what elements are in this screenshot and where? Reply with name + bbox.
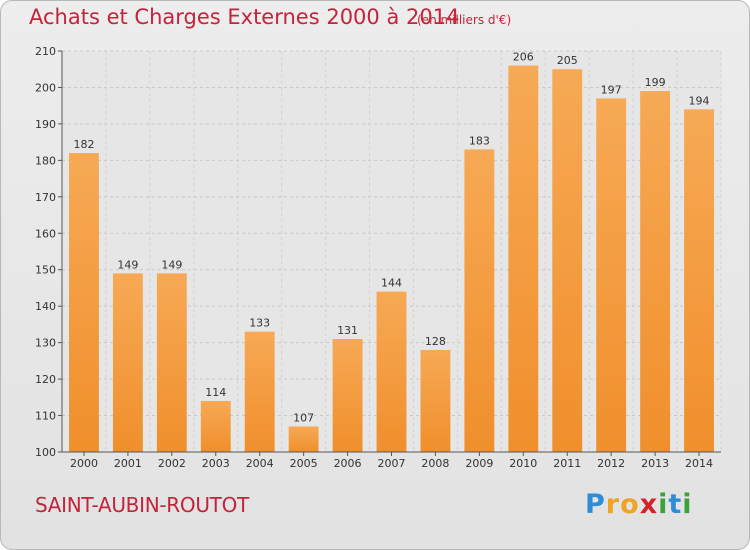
data-label: 149 [117,258,138,271]
data-label: 133 [249,317,270,330]
chart-title: Achats et Charges Externes 2000 à 2014 [29,5,460,29]
logo-letter: x [639,489,659,520]
bar [596,98,627,453]
x-tick-label: 2007 [378,457,406,470]
logo-letter: r [605,489,621,520]
y-tick-label: 140 [35,300,56,313]
y-tick-label: 210 [35,45,56,58]
data-label: 182 [73,138,94,151]
x-tick-label: 2001 [114,457,142,470]
data-label: 205 [557,54,578,67]
chart-subtitle: (en milliers d'€) [417,13,512,27]
bar [200,400,231,452]
data-label: 199 [645,76,666,89]
logo-letter: i [658,489,669,520]
bar [332,338,363,452]
logo-letter: t [668,489,683,520]
y-tick-label: 170 [35,191,56,204]
proxiti-logo[interactable]: Proxiti [585,489,693,520]
y-tick-label: 180 [35,154,56,167]
bar [552,69,583,453]
data-label: 128 [425,335,446,348]
bar [376,291,407,452]
bar [640,91,671,452]
logo-letter: i [682,489,693,520]
x-tick-label: 2005 [290,457,318,470]
bar [288,426,319,452]
data-label: 149 [161,258,182,271]
bar [684,109,714,452]
bar [420,349,451,452]
y-tick-label: 100 [35,446,56,459]
data-label: 197 [601,83,622,96]
y-tick-label: 120 [35,373,56,386]
y-tick-label: 130 [35,337,56,350]
y-tick-label: 150 [35,264,56,277]
y-tick-label: 110 [35,410,56,423]
bar [508,65,539,452]
x-tick-label: 2010 [509,457,537,470]
data-label: 131 [337,324,358,337]
bar [69,153,99,452]
bar [156,273,187,452]
x-tick-label: 2006 [334,457,362,470]
data-label: 194 [689,94,710,107]
data-label: 183 [469,134,490,147]
y-tick-label: 190 [35,118,56,131]
logo-letter: P [585,489,606,520]
data-label: 107 [293,411,314,424]
x-tick-label: 2003 [202,457,230,470]
data-label: 206 [513,51,534,64]
bar [464,149,495,452]
y-tick-label: 160 [35,227,56,240]
x-tick-label: 2011 [553,457,581,470]
logo-letter: o [620,489,640,520]
y-tick-label: 200 [35,81,56,94]
x-tick-label: 2009 [465,457,493,470]
place-name: SAINT-AUBIN-ROUTOT [35,493,249,517]
bar [112,273,143,452]
x-tick-label: 2002 [158,457,186,470]
x-tick-label: 2008 [421,457,449,470]
x-tick-label: 2012 [597,457,625,470]
x-tick-label: 2004 [246,457,274,470]
data-label: 144 [381,277,402,290]
bar [244,331,275,452]
data-label: 114 [205,386,226,399]
x-tick-label: 2000 [70,457,98,470]
x-tick-label: 2014 [685,457,713,470]
x-tick-label: 2013 [641,457,669,470]
